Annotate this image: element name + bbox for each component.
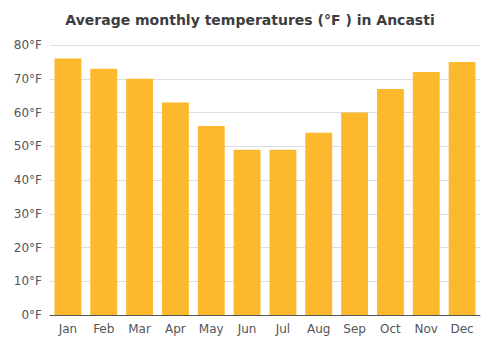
svg-text:50°F: 50°F (14, 139, 42, 153)
svg-text:20°F: 20°F (14, 241, 42, 255)
svg-text:70°F: 70°F (14, 72, 42, 86)
svg-text:Jan: Jan (58, 322, 78, 336)
svg-text:0°F: 0°F (21, 308, 42, 322)
svg-text:Sep: Sep (343, 322, 366, 336)
svg-text:May: May (199, 322, 224, 336)
svg-text:10°F: 10°F (14, 274, 42, 288)
svg-text:Nov: Nov (415, 322, 438, 336)
svg-text:40°F: 40°F (14, 173, 42, 187)
svg-text:Mar: Mar (128, 322, 151, 336)
svg-text:Dec: Dec (450, 322, 473, 336)
svg-text:Aug: Aug (307, 322, 330, 336)
svg-text:Jul: Jul (275, 322, 290, 336)
svg-text:30°F: 30°F (14, 207, 42, 221)
svg-text:Oct: Oct (380, 322, 401, 336)
svg-text:Average monthly temperatures (: Average monthly temperatures (°F ) in An… (65, 12, 434, 28)
svg-text:Feb: Feb (93, 322, 114, 336)
svg-text:Jun: Jun (237, 322, 257, 336)
svg-text:60°F: 60°F (14, 106, 42, 120)
svg-text:80°F: 80°F (14, 38, 42, 52)
svg-text:Apr: Apr (165, 322, 186, 336)
